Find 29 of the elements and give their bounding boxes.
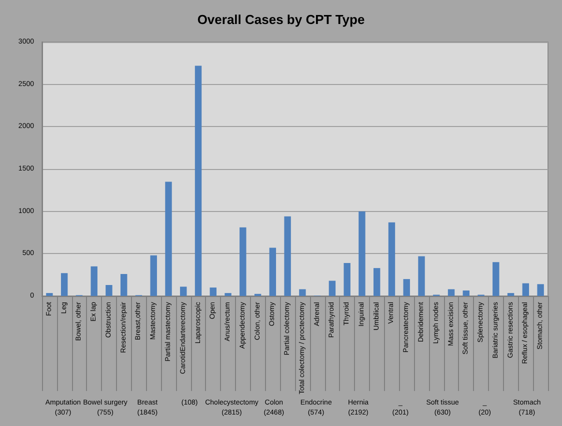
- bar: [180, 286, 187, 296]
- bar: [299, 289, 306, 296]
- bar: [344, 262, 350, 296]
- bar: [165, 182, 172, 296]
- bar: [462, 290, 470, 296]
- bar: [284, 216, 291, 296]
- bar: [46, 293, 53, 296]
- bar: [90, 266, 98, 296]
- bar: [418, 256, 425, 296]
- bar: [106, 284, 112, 296]
- bar: [60, 273, 68, 296]
- bar: [269, 248, 276, 296]
- bar: [492, 262, 500, 296]
- bar: [358, 211, 366, 296]
- bar: [522, 283, 530, 296]
- bar: [224, 293, 232, 296]
- bar: [403, 279, 410, 296]
- bar: [507, 293, 514, 296]
- bar: [194, 66, 202, 296]
- bar: [374, 268, 380, 296]
- bar: [328, 280, 336, 296]
- bar: [120, 274, 128, 296]
- bar: [537, 284, 544, 296]
- bar: [448, 289, 455, 296]
- bar: [240, 227, 246, 296]
- bar: [388, 222, 396, 296]
- bar: [210, 288, 216, 296]
- chart-title: Overall Cases by CPT Type: [197, 12, 365, 27]
- bar: [150, 255, 157, 296]
